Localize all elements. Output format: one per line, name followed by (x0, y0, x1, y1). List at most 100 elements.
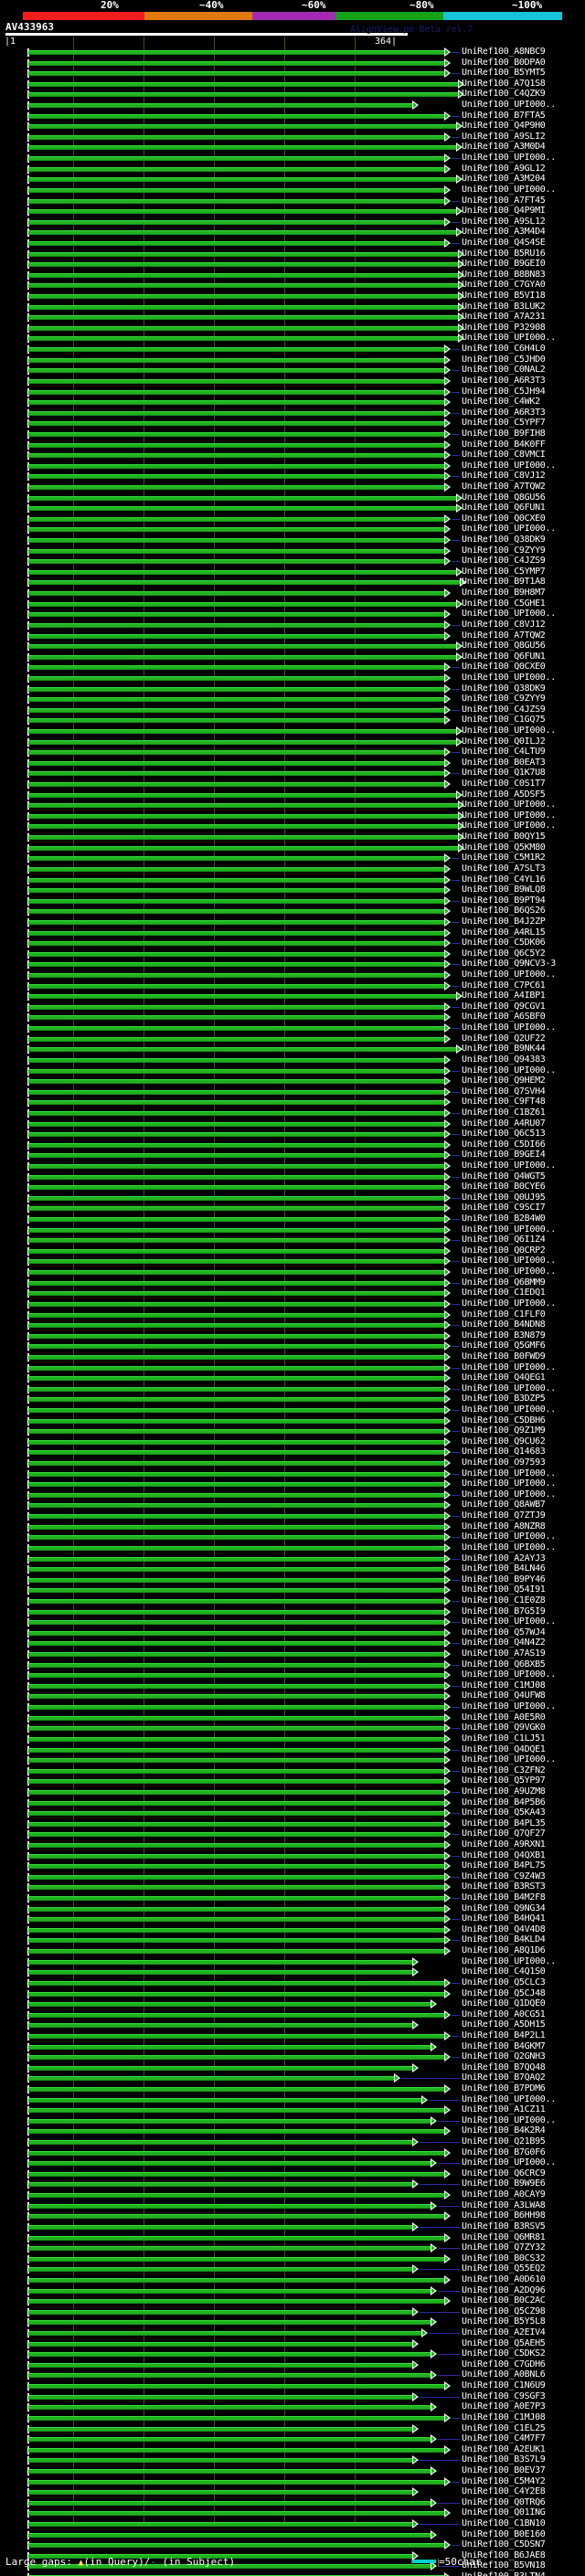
hsp-bar[interactable] (28, 378, 444, 384)
hit-label[interactable]: UniRef100_Q0UJ95 (462, 1192, 546, 1203)
hsp-bar[interactable] (28, 357, 444, 363)
hit-row[interactable]: UniRef100_B4KLD4 (0, 1935, 585, 1946)
hit-row[interactable]: UniRef100_Q8GU56 (0, 493, 585, 504)
hit-label[interactable]: UniRef100_UPI000.. (462, 1532, 556, 1542)
hit-label[interactable]: UniRef100_B7PDM6 (462, 2083, 546, 2094)
hsp-bar[interactable] (28, 2288, 431, 2294)
hit-label[interactable]: UniRef100_UPI000.. (462, 524, 556, 535)
hit-row[interactable]: UniRef100_B4K0FF (0, 440, 585, 451)
hit-label[interactable]: UniRef100_C7GYA0 (462, 280, 546, 291)
hit-label[interactable]: UniRef100_UPI000.. (462, 1956, 556, 1966)
hsp-bar[interactable] (28, 983, 444, 989)
hsp-bar[interactable] (28, 835, 458, 841)
hit-row[interactable]: UniRef100_C7PC61 (0, 981, 585, 992)
hit-row[interactable]: UniRef100_C9FT48 (0, 1097, 585, 1108)
hsp-bar[interactable] (28, 1514, 444, 1520)
hsp-bar[interactable] (28, 729, 456, 734)
hit-row[interactable]: UniRef100_B4HQ41 (0, 1913, 585, 1925)
hit-row[interactable]: UniRef100_Q1K7U8 (0, 768, 585, 779)
hit-row[interactable]: UniRef100_Q4P9H0 (0, 121, 585, 133)
hsp-bar[interactable] (28, 1121, 444, 1127)
hit-label[interactable]: UniRef100_Q4N4Z2 (462, 1638, 546, 1648)
hsp-bar[interactable] (28, 2277, 444, 2283)
hsp-bar[interactable] (28, 2309, 412, 2315)
hsp-bar[interactable] (28, 1004, 444, 1010)
hsp-bar[interactable] (28, 1768, 444, 1774)
hsp-bar[interactable] (28, 675, 444, 681)
hit-row[interactable]: UniRef100_Q6MR81 (0, 2231, 585, 2244)
hsp-bar[interactable] (28, 1132, 444, 1138)
hit-row[interactable]: UniRef100_UPI000.. (0, 1670, 585, 1681)
hsp-bar[interactable] (28, 1142, 444, 1148)
hit-label[interactable]: UniRef100_A5DH15 (462, 2019, 546, 2030)
hsp-bar[interactable] (28, 2341, 412, 2347)
hit-label[interactable]: UniRef100_A7FT45 (462, 195, 546, 206)
hsp-bar[interactable] (28, 1927, 444, 1933)
hit-label[interactable]: UniRef100_B0C2AC (462, 2295, 546, 2306)
hit-label[interactable]: UniRef100_B0CYE6 (462, 1182, 546, 1193)
hit-row[interactable]: UniRef100_A0CG51 (0, 2009, 585, 2021)
hsp-bar[interactable] (28, 1694, 444, 1700)
hit-row[interactable]: UniRef100_A8Q1D6 (0, 1945, 585, 1957)
hit-label[interactable]: UniRef100_Q0TRQ6 (462, 2496, 546, 2507)
hit-row[interactable]: UniRef100_A4RL15 (0, 928, 585, 939)
hit-label[interactable]: UniRef100_C4Y2E8 (462, 2486, 546, 2497)
hsp-bar[interactable] (28, 1397, 444, 1403)
hit-label[interactable]: UniRef100_Q6MR81 (462, 2231, 546, 2242)
hit-row[interactable]: UniRef100_Q4QXB1 (0, 1850, 585, 1862)
hit-row[interactable]: UniRef100_Q0CXE0 (0, 514, 585, 525)
hit-row[interactable]: UniRef100_C0NAL2 (0, 365, 585, 376)
hsp-bar[interactable] (28, 410, 444, 416)
hsp-bar[interactable] (28, 548, 444, 554)
hit-label[interactable]: UniRef100_Q1K7U8 (462, 768, 546, 779)
hit-row[interactable]: UniRef100_A7TQW2 (0, 631, 585, 642)
hit-row[interactable]: UniRef100_UPI000.. (0, 1224, 585, 1236)
hit-label[interactable]: UniRef100_B5VN18 (462, 2560, 546, 2571)
hsp-bar[interactable] (28, 1715, 444, 1721)
hit-row[interactable]: UniRef100_UPI000.. (0, 185, 585, 196)
hit-label[interactable]: UniRef100_B0FWD9 (462, 1351, 546, 1362)
hit-row[interactable]: UniRef100_UPI000.. (0, 800, 585, 811)
hit-label[interactable]: UniRef100_Q0CRP2 (462, 1245, 546, 1256)
hsp-bar[interactable] (28, 2564, 431, 2570)
hit-label[interactable]: UniRef100_C5DK06 (462, 938, 546, 949)
hsp-bar[interactable] (28, 1323, 444, 1329)
hit-row[interactable]: UniRef100_A5DH15 (0, 2019, 585, 2031)
hit-label[interactable]: UniRef100_Q57WJ4 (462, 1627, 546, 1638)
hit-label[interactable]: UniRef100_Q6FUN1 (462, 503, 546, 514)
hit-label[interactable]: UniRef100_Q4DQE1 (462, 1744, 546, 1754)
hit-row[interactable]: UniRef100_Q2GNH3 (0, 2051, 585, 2063)
hit-label[interactable]: UniRef100_Q9HEM2 (462, 1076, 546, 1087)
hit-row[interactable]: UniRef100_Q5KA43 (0, 1807, 585, 1819)
hsp-bar[interactable] (28, 2500, 431, 2506)
hit-row[interactable]: UniRef100_B0QY15 (0, 832, 585, 843)
hsp-bar[interactable] (28, 739, 456, 745)
hit-label[interactable]: UniRef100_UPI000.. (462, 153, 556, 164)
hsp-bar[interactable] (28, 368, 444, 374)
hsp-bar[interactable] (28, 1683, 444, 1689)
hsp-bar[interactable] (28, 2065, 412, 2071)
hsp-bar[interactable] (28, 1800, 444, 1806)
hit-label[interactable]: UniRef100_A6R3T3 (462, 375, 546, 386)
hit-row[interactable]: UniRef100_UPI000.. (0, 1701, 585, 1713)
hsp-bar[interactable] (28, 92, 458, 98)
hit-label[interactable]: UniRef100_C5JHD0 (462, 354, 546, 365)
hit-row[interactable]: UniRef100_Q9NCV3-3 (0, 959, 585, 970)
hit-label[interactable]: UniRef100_B7QAQ2 (462, 2072, 546, 2083)
hit-row[interactable]: UniRef100_B4GKM7 (0, 2041, 585, 2053)
hit-row[interactable]: UniRef100_Q7ZTJ9 (0, 1511, 585, 1522)
hit-row[interactable]: UniRef100_UPI000.. (0, 1383, 585, 1395)
hit-row[interactable]: UniRef100_C1E0Z8 (0, 1595, 585, 1607)
hit-label[interactable]: UniRef100_UPI000.. (462, 1468, 556, 1479)
hit-row[interactable]: UniRef100_B8BN83 (0, 270, 585, 281)
hit-label[interactable]: UniRef100_C5DSN7 (462, 2539, 546, 2550)
hit-row[interactable]: UniRef100_B9WLQ8 (0, 885, 585, 896)
hit-label[interactable]: UniRef100_B3S7L9 (462, 2454, 546, 2465)
hit-label[interactable]: UniRef100_B0E160 (462, 2528, 546, 2539)
hit-label[interactable]: UniRef100_A0E7P3 (462, 2401, 546, 2412)
hit-row[interactable]: UniRef100_B9H8M7 (0, 588, 585, 599)
hit-row[interactable]: UniRef100_C9SGF3 (0, 2391, 585, 2403)
hsp-bar[interactable] (28, 601, 456, 607)
hsp-bar[interactable] (28, 506, 456, 512)
hsp-bar[interactable] (28, 1354, 444, 1360)
